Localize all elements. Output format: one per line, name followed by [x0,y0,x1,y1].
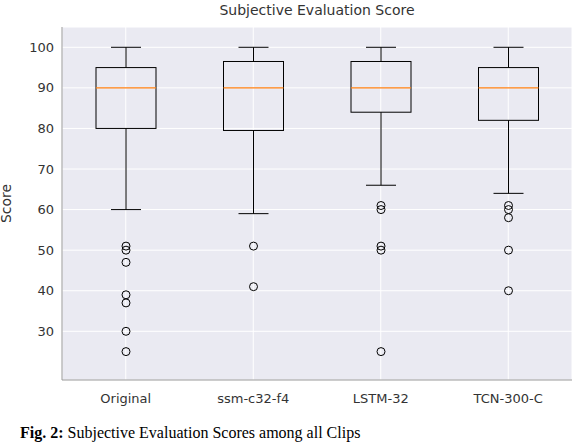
svg-text:100: 100 [29,40,54,55]
html-text:Fig. 2: Subjective Evaluation: Fig. 2: Subjective Evaluation Scores amo… [20,424,361,441]
svg-text:90: 90 [37,80,54,95]
svg-text:LSTM-32: LSTM-32 [353,391,409,406]
html-text:Subjective Evaluation Score: Subjective Evaluation Score [219,2,415,18]
svg-text:50: 50 [37,243,54,258]
svg-text:80: 80 [37,121,54,136]
svg-text:Original: Original [100,391,151,406]
svg-text:ssm-c32-f4: ssm-c32-f4 [217,391,289,406]
svg-text:TCN-300-C: TCN-300-C [473,391,543,406]
svg-text:40: 40 [37,283,54,298]
svg-text:30: 30 [37,324,54,339]
svg-text:60: 60 [37,202,54,217]
svg-text:Score: Score [8,184,14,223]
svg-text:70: 70 [37,162,54,177]
